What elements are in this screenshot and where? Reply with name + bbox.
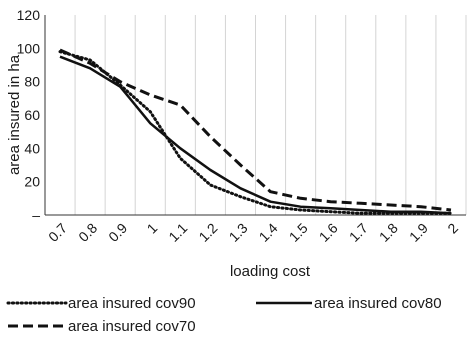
x-axis-title: loading cost: [230, 263, 311, 280]
x-tick-label: 1: [144, 220, 161, 237]
x-tick-labels: 0.7 0.8 0.9 1 1.1 1.2 1.3 1.4 1.5 1.6 1.7 1.8 1.9 2: [45, 220, 461, 245]
series-line-2: [59, 55, 452, 215]
legend-label-2: area insured cov80: [314, 295, 442, 312]
x-tick-label: 1.3: [226, 220, 251, 245]
x-tick-label: 1.8: [376, 220, 401, 245]
x-tick-label: 1.4: [256, 220, 281, 245]
legend-label-3: area insured cov70: [68, 318, 196, 335]
y-tick-label: 120: [17, 7, 41, 23]
legend: area insured cov90 area insured cov80 area…: [6, 295, 442, 335]
y-tick-label: 80: [24, 74, 40, 90]
y-tick-label: 20: [24, 174, 40, 190]
x-tick-label: 1.2: [195, 220, 220, 245]
y-tick-label: –: [32, 207, 40, 223]
axes: [44, 15, 466, 216]
x-tick-label: 0.7: [45, 220, 70, 245]
series-lines: [58, 48, 453, 215]
x-tick-label: 1.1: [165, 220, 190, 245]
x-tick-label: 1.9: [406, 220, 431, 245]
gridlines: [44, 15, 467, 215]
y-tick-labels: – 20 40 60 80 100 120: [17, 7, 41, 223]
y-tick-label: 40: [24, 140, 40, 156]
y-tick-label: 100: [17, 40, 41, 56]
y-tick-label: 60: [24, 107, 40, 123]
x-tick-label: 1.6: [316, 220, 341, 245]
legend-label-1: area insured cov90: [68, 295, 196, 312]
x-tick-label: 0.8: [75, 220, 100, 245]
x-tick-label: 1.7: [346, 220, 371, 245]
y-axis-title: area insured in ha: [6, 54, 23, 175]
series-line-1: [58, 50, 453, 215]
x-tick-label: 0.9: [105, 220, 130, 245]
x-tick-label: 1.5: [286, 220, 311, 245]
x-tick-label: 2: [444, 220, 461, 237]
